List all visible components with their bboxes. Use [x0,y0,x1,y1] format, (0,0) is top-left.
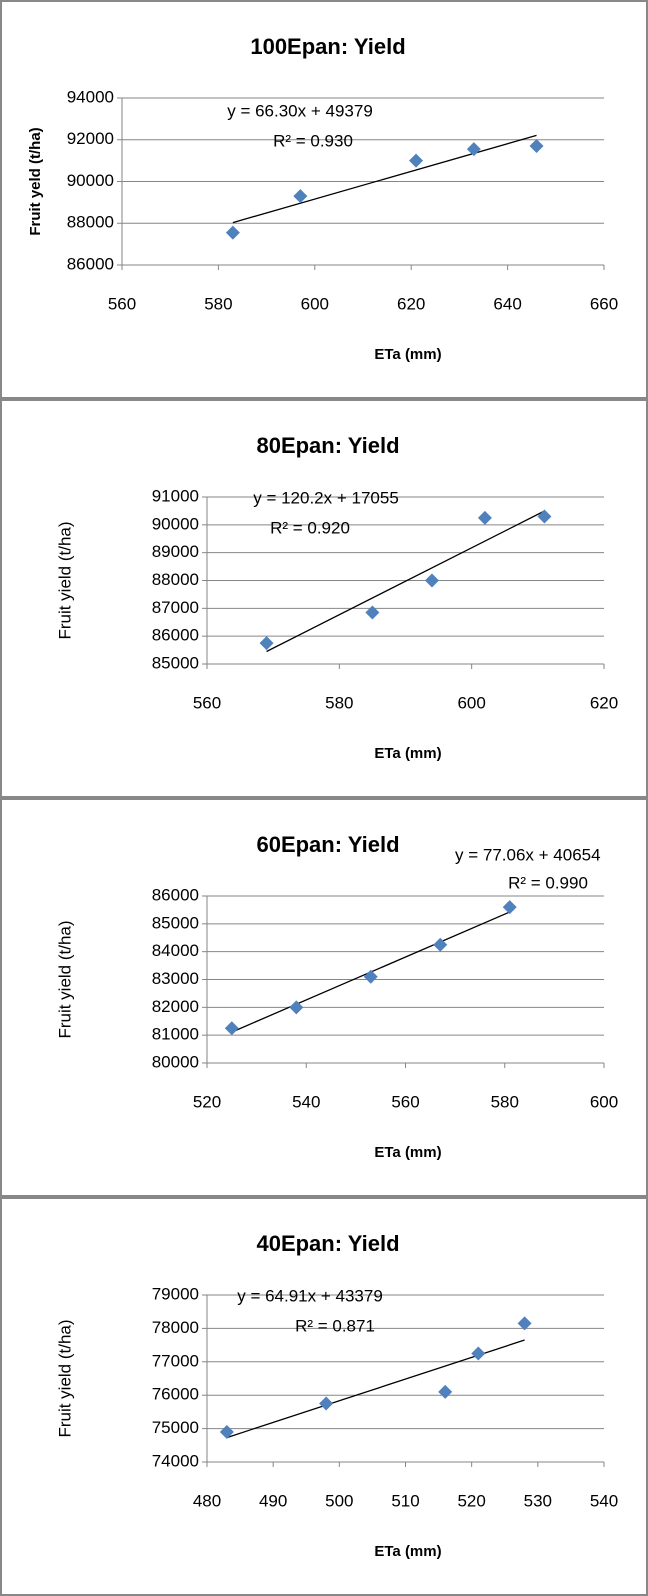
panel-border [0,1197,648,1596]
chart-title: 80Epan: Yield [256,433,399,458]
trendline [232,134,537,224]
y-tick-label: 82000 [152,997,199,1016]
x-tick-label: 600 [590,1092,618,1111]
x-tick-label: 490 [259,1491,287,1510]
y-tick-label: 86000 [67,254,114,273]
y-tick-label: 85000 [152,653,199,672]
x-tick-label: 580 [204,294,232,313]
x-tick-label: 600 [301,294,329,313]
annotation: R² = 0.920 [270,518,350,537]
y-tick-label: 74000 [152,1451,199,1470]
y-tick-label: 86000 [152,885,199,904]
x-axis-label: ETa (mm) [374,1144,441,1161]
x-tick-label: 560 [193,693,221,712]
x-tick-label: 520 [457,1491,485,1510]
y-tick-label: 90000 [152,514,199,533]
panel-border [0,399,648,798]
annotation: R² = 0.930 [273,131,353,150]
y-axis-label: Fruit yield (t/ha) [55,521,74,639]
y-axis-label: Fruit yield (t/ha) [55,920,74,1038]
y-tick-label: 89000 [152,542,199,561]
data-point [529,139,544,154]
data-point [293,189,308,204]
data-point [409,153,424,168]
y-tick-label: 85000 [152,913,199,932]
y-tick-label: 86000 [152,626,199,645]
x-tick-label: 640 [493,294,521,313]
x-axis-label: ETa (mm) [374,1543,441,1560]
x-tick-label: 530 [524,1491,552,1510]
x-tick-label: 540 [590,1491,618,1510]
x-tick-label: 660 [590,294,618,313]
chart-title: 40Epan: Yield [256,1231,399,1256]
data-point [224,1021,239,1036]
y-tick-label: 75000 [152,1418,199,1437]
panel-border [0,798,648,1197]
annotation: y = 120.2x + 17055 [253,488,399,507]
data-point [502,900,517,915]
x-axis-label: ETa (mm) [374,346,441,363]
y-tick-label: 78000 [152,1318,199,1337]
data-point [517,1316,532,1331]
data-point [259,636,274,651]
data-point [424,573,439,588]
annotation: y = 66.30x + 49379 [227,101,373,120]
data-point [537,509,552,524]
y-tick-label: 92000 [67,129,114,148]
y-tick-label: 94000 [67,87,114,106]
annotation: y = 77.06x + 40654 [455,845,601,864]
y-tick-label: 80000 [152,1052,199,1071]
panel-border [0,0,648,399]
x-tick-label: 540 [292,1092,320,1111]
data-point [225,225,240,240]
data-point [471,1346,486,1361]
y-tick-label: 84000 [152,941,199,960]
x-axis-label: ETa (mm) [374,745,441,762]
data-point [289,1000,304,1015]
x-tick-label: 500 [325,1491,353,1510]
annotation: y = 64.91x + 43379 [237,1286,383,1305]
x-tick-label: 560 [108,294,136,313]
x-tick-label: 580 [491,1092,519,1111]
data-point [365,605,380,620]
y-tick-label: 79000 [152,1284,199,1303]
y-tick-label: 76000 [152,1385,199,1404]
trendline [266,510,545,653]
x-tick-label: 560 [391,1092,419,1111]
x-tick-label: 520 [193,1092,221,1111]
annotation: R² = 0.990 [508,873,588,892]
data-point [319,1396,334,1411]
x-tick-label: 510 [391,1491,419,1510]
y-tick-label: 83000 [152,969,199,988]
y-tick-label: 88000 [152,570,199,589]
chart-title: 100Epan: Yield [250,34,405,59]
y-tick-label: 77000 [152,1351,199,1370]
y-axis-label: Fruit yeld (t/ha) [27,127,44,235]
data-point [466,142,481,157]
x-tick-label: 480 [193,1491,221,1510]
x-tick-label: 600 [457,693,485,712]
y-axis-label: Fruit yield (t/ha) [55,1319,74,1437]
x-tick-label: 580 [325,693,353,712]
annotation: R² = 0.871 [295,1316,375,1335]
x-tick-label: 620 [590,693,618,712]
y-tick-label: 91000 [152,486,199,505]
y-tick-label: 81000 [152,1025,199,1044]
data-point [363,969,378,984]
y-tick-label: 88000 [67,213,114,232]
data-point [433,937,448,952]
x-tick-label: 620 [397,294,425,313]
data-point [438,1384,453,1399]
y-tick-label: 90000 [67,171,114,190]
data-point [219,1424,234,1439]
data-point [477,510,492,525]
y-tick-label: 87000 [152,598,199,617]
chart-title: 60Epan: Yield [256,832,399,857]
